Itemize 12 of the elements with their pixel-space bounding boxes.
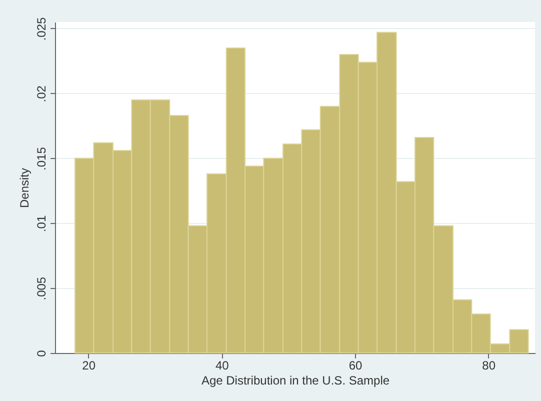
y-tick-label: .01 (34, 215, 48, 232)
x-tick-label: 80 (482, 358, 496, 372)
x-tick-label: 20 (82, 358, 96, 372)
y-tick-label: 0 (34, 350, 48, 357)
y-tick-label: .005 (34, 276, 48, 300)
y-tick-label: .02 (34, 85, 48, 102)
y-tick-label: .025 (34, 16, 48, 41)
x-axis-title: Age Distribution in the U.S. Sample (201, 374, 390, 388)
x-tick-label: 40 (215, 358, 230, 372)
y-axis-title: Density (18, 168, 32, 208)
y-tick-label: .015 (34, 146, 48, 170)
x-tick-label: 60 (348, 358, 362, 372)
